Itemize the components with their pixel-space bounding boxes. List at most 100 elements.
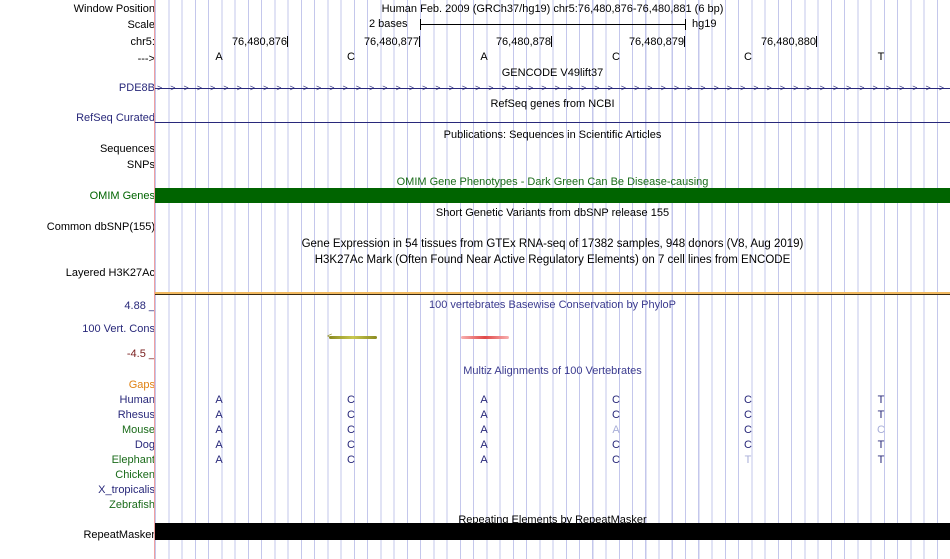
gene-strand-arrow-icon: > [938,83,945,93]
ruler-tick [287,36,288,47]
ruler-coordinate: 76,480,878 [495,36,551,48]
ruler-coordinate: 76,480,880 [760,36,816,48]
track-data-panel[interactable]: Human Feb. 2009 (GRCh37/hg19) chr5:76,48… [155,0,950,559]
alignment-base-human: T [877,394,885,406]
sidebar-item-repeatmasker[interactable]: RepeatMasker [83,529,155,541]
gene-strand-arrow-icon: > [899,83,905,93]
gene-strand-arrow-icon: > [395,83,401,93]
species-label-elephant[interactable]: Elephant [111,454,155,466]
gene-strand-arrow-icon: > [740,83,746,93]
sidebar-item-common-dbsnp[interactable]: Common dbSNP(155) [46,221,155,233]
track-title-multiz: Multiz Alignments of 100 Vertebrates [463,365,642,377]
sidebar-item-refseq-curated[interactable]: RefSeq Curated [76,112,155,124]
track-title-gencode: GENCODE V49lift37 [501,67,604,79]
track-title-h3k27ac: H3K27Ac Mark (Often Found Near Active Re… [314,254,791,266]
reference-base: C [347,51,355,63]
gene-strand-arrow-icon: > [448,83,454,93]
gene-strand-arrow-icon: > [925,83,931,93]
alignment-base-elephant: T [877,454,885,466]
gene-strand-arrow-icon: > [647,83,653,93]
species-label-rhesus[interactable]: Rhesus [117,409,155,421]
track-title-gtex: Gene Expression in 54 tissues from GTEx … [301,238,804,250]
scale-bar-label: 2 bases [369,18,408,30]
omim-genes-bar[interactable] [155,188,950,203]
gene-strand-arrow-icon: > [859,83,865,93]
sidebar-item-pde8b[interactable]: PDE8B [118,82,155,94]
alignment-base-rhesus: C [612,409,620,421]
gene-strand-arrow-icon: > [885,83,892,93]
alignment-base-rhesus: T [877,409,885,421]
ruler-coordinate: 76,480,877 [363,36,419,48]
species-label-zebrafish[interactable]: Zebrafish [109,499,155,511]
alignment-base-rhesus: C [347,409,355,421]
gene-strand-arrow-icon: > [289,83,295,93]
gene-strand-arrow-icon: > [793,83,799,93]
gene-strand-arrow-icon: > [832,83,839,93]
base-gridlines [155,0,950,559]
gene-strand-arrow-icon: > [422,83,428,93]
gene-strand-arrow-icon: > [607,83,613,93]
gene-strand-arrow-icon: > [157,83,163,93]
conservation-direction-arrow-icon: < [327,331,333,341]
sidebar-item-omim-genes[interactable]: OMIM Genes [89,190,155,202]
gene-strand-arrow-icon: > [369,83,375,93]
alignment-base-dog: T [877,439,885,451]
alignment-base-dog: A [215,439,223,451]
scale-bar-row: 2 bases hg19 [155,17,950,30]
reference-base: A [215,51,223,63]
window-position-title: Human Feb. 2009 (GRCh37/hg19) chr5:76,48… [381,3,724,15]
sidebar-item-gaps[interactable]: Gaps [128,379,155,391]
gene-strand-arrow-icon: > [249,83,256,93]
gene-strand-arrow-icon: > [700,83,706,93]
gene-strand-arrow-icon: > [872,83,878,93]
species-label-human[interactable]: Human [119,394,155,406]
track-title-repeatmasker: Repeating Elements by RepeatMasker [458,514,647,526]
alignment-base-elephant: T [744,454,752,466]
reference-base: C [612,51,620,63]
gene-strand-arrow-icon: > [170,83,176,93]
sidebar-item-snps[interactable]: SNPs [126,159,155,171]
gene-strand-arrow-icon: > [514,83,521,93]
ruler-coordinate: 76,480,876 [231,36,287,48]
gene-strand-arrow-icon: > [806,83,812,93]
alignment-base-dog: C [744,439,752,451]
repeatmasker-bar[interactable] [155,523,950,540]
sidebar-item-100-vert-cons[interactable]: 100 Vert. Cons [82,323,155,335]
gene-strand-arrow-icon: > [634,83,640,93]
gene-strand-arrow-icon: > [183,83,189,93]
gene-strand-arrow-icon: > [753,83,759,93]
alignment-base-human: C [612,394,620,406]
alignment-base-rhesus: A [215,409,223,421]
alignment-base-mouse: C [877,424,885,436]
refseq-curated-line[interactable] [155,122,950,123]
gene-strand-arrow-icon: > [316,83,322,93]
gene-strand-arrow-icon: > [726,83,733,93]
gene-strand-arrow-icon: > [488,83,494,93]
gene-strand-arrow-icon: > [567,83,574,93]
species-label-chicken[interactable]: Chicken [115,469,155,481]
species-label-dog[interactable]: Dog [134,439,155,451]
gene-strand-arrow-icon: > [620,83,627,93]
pde8b-gene-arrow-track[interactable]: > > > > > > > > > > > > > > > > > > > > > > > > > > > > > > > > > > > > > > > >… [155,84,950,93]
gene-strand-arrow-icon: > [408,83,415,93]
conservation-bar [461,336,509,339]
alignment-base-mouse: C [744,424,752,436]
cons-axis-min-label: -4.5 _ [126,348,155,360]
reference-base: T [877,51,885,63]
gene-strand-arrow-icon: > [581,83,587,93]
sidebar-item-sequences[interactable]: Sequences [99,143,155,155]
species-label-x_tropicalis[interactable]: X_tropicalis [98,484,155,496]
sidebar-item-layered-h3k27ac[interactable]: Layered H3K27Ac [65,267,155,279]
track-title-phylop: 100 vertebrates Basewise Conservation by… [428,299,677,311]
alignment-base-rhesus: C [744,409,752,421]
gene-strand-arrow-icon: > [501,83,507,93]
gene-strand-arrow-icon: > [819,83,825,93]
gene-strand-arrow-icon: > [713,83,719,93]
alignment-base-dog: A [480,439,488,451]
gene-strand-arrow-icon: > [210,83,216,93]
alignment-base-elephant: A [215,454,223,466]
species-label-mouse[interactable]: Mouse [121,424,155,436]
label-window-position: Window Position [73,3,155,15]
left-boundary-rule [154,0,155,559]
